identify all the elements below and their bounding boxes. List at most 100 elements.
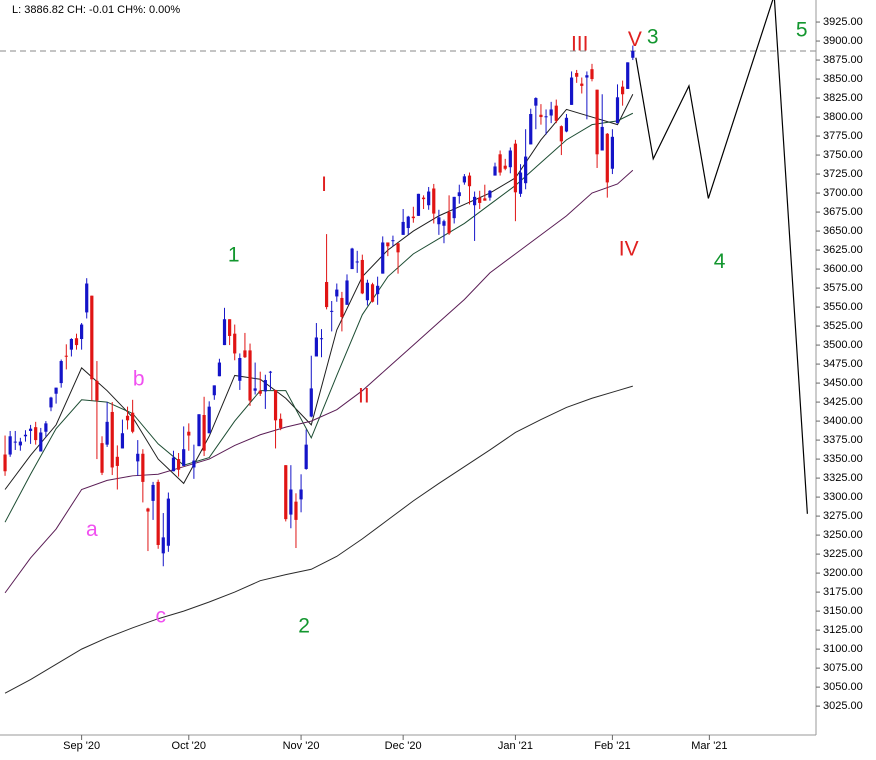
candle-body: [457, 192, 461, 197]
candle-body: [294, 501, 298, 520]
candle-body: [136, 453, 140, 462]
wave-label: II: [358, 384, 370, 407]
candle-body: [621, 86, 625, 95]
candle-body: [161, 537, 165, 554]
candle-body: [539, 114, 543, 118]
wave-label: 3: [647, 26, 659, 49]
candle-body: [125, 415, 130, 421]
candle-body: [401, 221, 405, 235]
y-tick-label: 3025.00: [823, 700, 863, 712]
line-series: [635, 0, 808, 514]
candle-body: [284, 465, 288, 520]
y-tick-label: 3475.00: [823, 358, 863, 370]
candle-body: [564, 117, 569, 132]
candle-body: [472, 196, 477, 206]
candle-body: [427, 191, 431, 206]
candle-body: [442, 221, 446, 226]
candle-body: [100, 443, 104, 473]
candle-body: [503, 165, 507, 169]
y-tick-label: 3725.00: [823, 168, 863, 180]
candle-body: [350, 248, 354, 270]
candle-body: [243, 350, 247, 358]
x-tick-label: Feb '21: [594, 740, 630, 752]
y-tick-label: 3275.00: [823, 510, 863, 522]
wave-label: 2: [298, 615, 310, 638]
candle-body: [34, 427, 38, 441]
candle-body: [85, 283, 89, 313]
candle-body: [396, 243, 400, 253]
candle-body: [18, 441, 22, 446]
candle-body: [437, 217, 441, 225]
candle-body: [90, 295, 94, 380]
y-tick-label: 3350.00: [823, 453, 863, 465]
wave-label: b: [133, 368, 145, 391]
info-text: L: 3886.82 CH: -0.01 CH%: 0.00%: [12, 4, 180, 16]
candle-body: [197, 414, 201, 447]
candle-body: [59, 361, 63, 384]
candle-body: [192, 460, 196, 468]
y-tick-label: 3150.00: [823, 605, 863, 617]
candle-body: [524, 156, 528, 184]
candle-body: [176, 459, 181, 470]
candle-body: [529, 114, 533, 145]
candle-body: [233, 333, 237, 354]
candle-body: [228, 319, 232, 336]
y-tick-label: 3450.00: [823, 377, 863, 389]
candle-body: [391, 240, 395, 242]
candle-body: [483, 198, 487, 201]
y-tick-label: 3125.00: [823, 624, 863, 636]
y-tick-label: 3575.00: [823, 282, 863, 294]
line-series: [4, 112, 634, 523]
candle-body: [80, 324, 84, 339]
candle-body: [605, 133, 609, 183]
candle-body: [416, 193, 421, 216]
candle-body: [585, 75, 589, 78]
candle-body: [28, 428, 33, 431]
y-tick-label: 3375.00: [823, 434, 863, 446]
candle-body: [166, 498, 170, 546]
candle-body: [452, 196, 456, 219]
candle-body: [141, 453, 145, 482]
candle-body: [447, 212, 451, 234]
y-tick-label: 3775.00: [823, 130, 863, 142]
y-tick-label: 3675.00: [823, 206, 863, 218]
candle-body: [360, 259, 364, 294]
wave-label: 1: [228, 244, 240, 267]
candle-body: [95, 380, 99, 401]
candle-body: [549, 109, 553, 116]
y-tick-label: 3925.00: [823, 16, 863, 28]
y-tick-label: 3700.00: [823, 187, 863, 199]
wave-label: 5: [796, 19, 808, 42]
y-tick-label: 3300.00: [823, 491, 863, 503]
candle-body: [365, 282, 370, 301]
candle-body: [110, 411, 114, 468]
candle-body: [376, 285, 380, 295]
candle-body: [406, 216, 410, 229]
y-tick-label: 3250.00: [823, 529, 863, 541]
y-tick-label: 3875.00: [823, 54, 863, 66]
candle-body: [508, 150, 512, 168]
candle-body: [105, 421, 109, 445]
wave-label: c: [155, 605, 166, 628]
candle-body: [13, 441, 17, 443]
y-tick-label: 3500.00: [823, 339, 863, 351]
candle-body: [544, 116, 548, 118]
candle-body: [575, 72, 579, 77]
candle-body: [182, 449, 186, 466]
wave-label: I: [321, 173, 327, 196]
x-tick-label: Dec '20: [385, 740, 422, 752]
candle-body: [120, 433, 125, 449]
candle-body: [202, 415, 206, 451]
candle-body: [595, 89, 599, 155]
candle-body: [478, 197, 482, 203]
wave-label: 4: [714, 250, 726, 273]
candle-body: [493, 166, 497, 176]
y-tick-label: 3050.00: [823, 681, 863, 693]
candle-body: [217, 362, 222, 377]
candle-body: [131, 412, 135, 432]
y-tick-label: 3625.00: [823, 244, 863, 256]
y-tick-label: 3425.00: [823, 396, 863, 408]
y-tick-label: 3400.00: [823, 415, 863, 427]
candle-body: [590, 69, 594, 80]
